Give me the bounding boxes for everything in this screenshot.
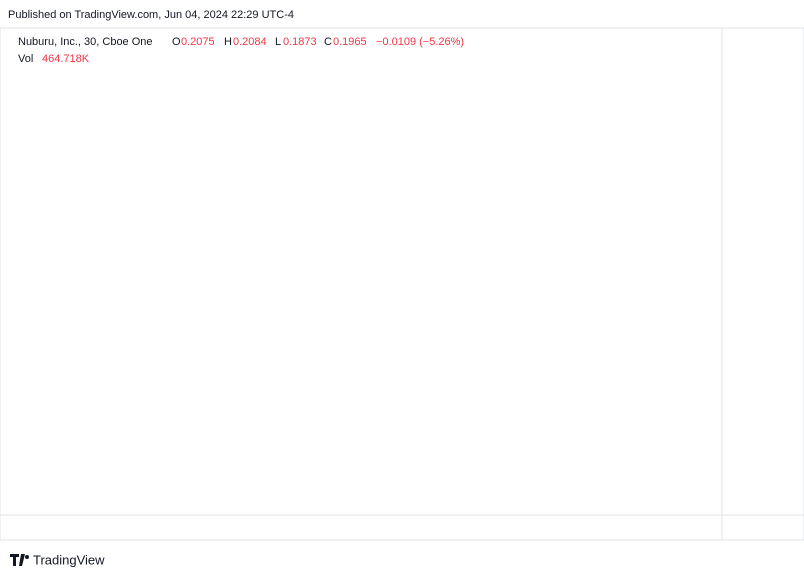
brand: TradingView xyxy=(10,552,105,567)
volume-value: 464.718K xyxy=(42,53,90,65)
brand-logo-dot xyxy=(25,555,29,559)
ohlc-value: 0.2084 xyxy=(233,36,267,48)
published-note: Published on TradingView.com, Jun 04, 20… xyxy=(8,9,294,21)
ohlc-letter: H xyxy=(224,36,232,48)
ohlc-letter: O xyxy=(172,36,181,48)
ohlc-value: 0.1965 xyxy=(333,36,367,48)
ohlc-value: 0.1873 xyxy=(283,36,317,48)
ohlc-value: 0.2075 xyxy=(181,36,215,48)
legend: Nuburu, Inc., 30, Cboe One O 0.2075 H 0.… xyxy=(18,36,464,65)
ohlc-letter: L xyxy=(275,36,281,48)
chart-frame xyxy=(0,27,804,541)
brand-logo xyxy=(10,554,25,566)
ohlc-letter: C xyxy=(324,36,332,48)
change: −0.0109 (−5.26%) xyxy=(376,36,464,48)
brand-name: TradingView xyxy=(33,552,105,567)
volume-title: Vol xyxy=(18,53,33,65)
symbol-title: Nuburu, Inc., 30, Cboe One xyxy=(18,36,153,48)
